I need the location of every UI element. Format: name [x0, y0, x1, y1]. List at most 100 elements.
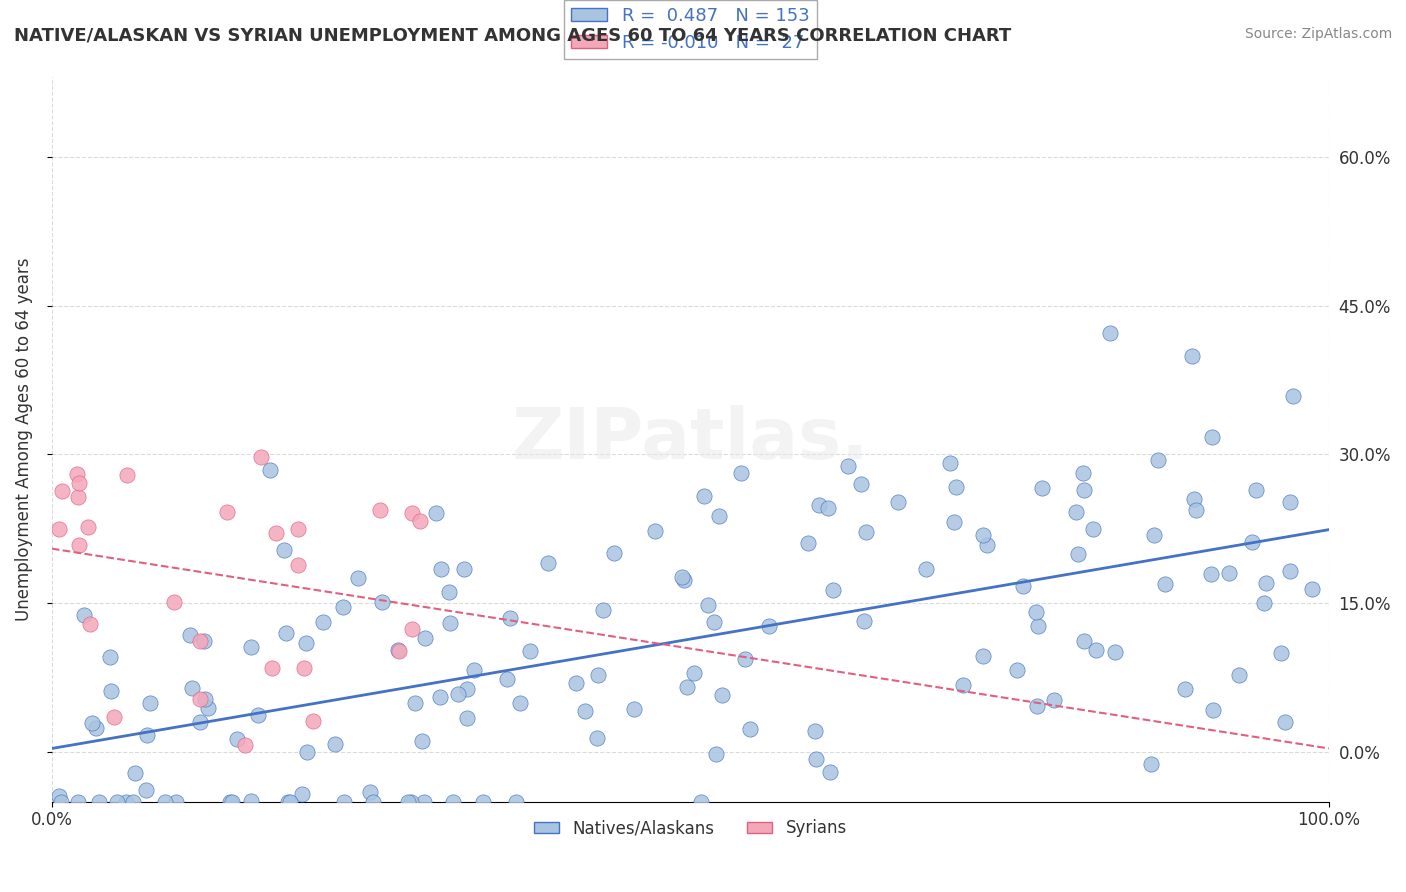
Point [67, 490, 90, 504]
Point [1174, 681, 1197, 696]
Point [437, 584, 460, 599]
Point [333, 795, 356, 809]
Point [849, 477, 872, 491]
Point [115, 468, 138, 483]
Point [1031, 481, 1053, 495]
Point [312, 615, 335, 630]
Point [197, 700, 219, 714]
Point [945, 480, 967, 494]
Point [122, 795, 145, 809]
Point [49, 795, 72, 809]
Point [1199, 566, 1222, 581]
Text: Source: ZipAtlas.com: Source: ZipAtlas.com [1244, 27, 1392, 41]
Point [48, 522, 70, 536]
Point [730, 466, 752, 480]
Point [952, 677, 974, 691]
Point [346, 571, 368, 585]
Point [1180, 349, 1202, 363]
Point [217, 505, 239, 519]
Point [1012, 579, 1035, 593]
Point [387, 643, 409, 657]
Point [103, 710, 125, 724]
Point [107, 795, 129, 809]
Point [1218, 566, 1240, 580]
Point [837, 458, 859, 473]
Point [855, 525, 877, 540]
Point [405, 696, 427, 710]
Point [325, 737, 347, 751]
Point [447, 687, 470, 701]
Point [709, 509, 731, 524]
Point [239, 640, 262, 655]
Point [671, 570, 693, 584]
Point [51, 483, 73, 498]
Point [188, 634, 211, 648]
Point [1073, 483, 1095, 497]
Point [139, 696, 162, 710]
Point [190, 692, 212, 706]
Point [439, 616, 461, 631]
Point [1202, 703, 1225, 717]
Point [976, 538, 998, 552]
Point [537, 556, 560, 570]
Point [1244, 483, 1267, 497]
Point [287, 522, 309, 536]
Point [295, 745, 318, 759]
Point [797, 535, 820, 549]
Text: ZIPatlas.: ZIPatlas. [512, 405, 869, 474]
Point [294, 636, 316, 650]
Text: NATIVE/ALASKAN VS SYRIAN UNEMPLOYMENT AMONG AGES 60 TO 64 YEARS CORRELATION CHAR: NATIVE/ALASKAN VS SYRIAN UNEMPLOYMENT AM… [14, 27, 1011, 45]
Point [804, 724, 827, 739]
Point [401, 506, 423, 520]
Point [505, 795, 527, 809]
Point [1270, 646, 1292, 660]
Point [48, 789, 70, 803]
Point [682, 665, 704, 680]
Point [425, 506, 447, 520]
Point [225, 731, 247, 746]
Point [1254, 576, 1277, 591]
Point [233, 738, 256, 752]
Point [273, 543, 295, 558]
Point [332, 600, 354, 615]
Point [194, 692, 217, 706]
Point [302, 714, 325, 729]
Point [1067, 547, 1090, 561]
Point [401, 622, 423, 636]
Point [938, 456, 960, 470]
Point [592, 603, 614, 617]
Point [1073, 633, 1095, 648]
Point [1081, 522, 1104, 536]
Point [734, 651, 756, 665]
Point [758, 619, 780, 633]
Point [471, 795, 494, 809]
Point [115, 795, 138, 809]
Point [409, 514, 432, 528]
Point [1099, 326, 1122, 340]
Point [163, 594, 186, 608]
Point [943, 515, 966, 529]
Point [429, 562, 451, 576]
Point [246, 708, 269, 723]
Point [972, 528, 994, 542]
Point [77, 520, 100, 534]
Point [274, 625, 297, 640]
Point [704, 747, 727, 761]
Point [441, 795, 464, 809]
Point [1201, 430, 1223, 444]
Point [292, 661, 315, 675]
Point [291, 787, 314, 801]
Point [264, 526, 287, 541]
Point [697, 598, 720, 612]
Point [453, 561, 475, 575]
Point [221, 795, 243, 809]
Point [262, 661, 284, 675]
Point [644, 524, 666, 538]
Point [914, 561, 936, 575]
Point [574, 704, 596, 718]
Point [249, 450, 271, 465]
Point [277, 795, 299, 809]
Point [887, 495, 910, 509]
Point [690, 795, 713, 809]
Point [565, 675, 588, 690]
